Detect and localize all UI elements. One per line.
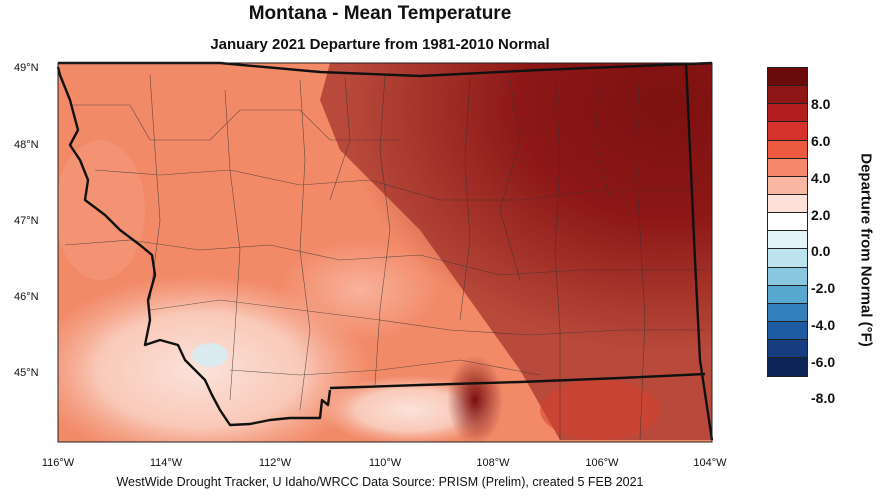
colorbar-segment (768, 321, 807, 341)
county-lines (64, 69, 705, 441)
colorbar-segment (768, 140, 807, 159)
cool-spot (192, 343, 228, 367)
lon-label-110: 110°W (368, 457, 402, 469)
lon-label-108: 108°W (476, 457, 510, 469)
lon-label-114: 114°W (149, 457, 183, 469)
map-subtitle: January 2021 Departure from 1981-2010 No… (210, 36, 550, 53)
colorbar-segment (768, 249, 807, 268)
colorbar-label-neg8: -8.0 (811, 390, 836, 406)
colorbar-label-0: 0.0 (811, 243, 831, 259)
colorbar-label-6: 6.0 (811, 133, 831, 149)
colorbar-segment (768, 213, 807, 232)
colorbar-segment (768, 194, 807, 214)
colorbar-segment (768, 158, 807, 177)
eastern-dark-region (320, 63, 712, 440)
dakota-border (684, 62, 714, 441)
lat-label-49: 49°N (14, 62, 39, 74)
map-title: Montana - Mean Temperature (248, 3, 512, 24)
colorbar-title: Departure from Normal (°F) (857, 153, 875, 347)
colorbar-label-8: 8.0 (811, 96, 831, 112)
colorbar (767, 67, 808, 378)
colorbar-segment (768, 231, 807, 250)
colorbar-segment (768, 104, 807, 123)
colorbar-segment (768, 358, 807, 377)
lat-label-46: 46°N (14, 291, 39, 303)
colorbar-segment (768, 122, 807, 141)
colorbar-label-4: 4.0 (811, 170, 831, 186)
colorbar-segment (768, 267, 807, 286)
colorbar-label-neg6: -6.0 (811, 354, 836, 370)
lat-label-48: 48°N (14, 139, 39, 151)
colorbar-segment (768, 303, 807, 322)
northwest-region (58, 140, 145, 280)
colorbar-segment (768, 176, 807, 195)
lon-label-112: 112°W (258, 457, 292, 469)
colorbar-segment (768, 285, 807, 304)
map-frame (57, 62, 713, 443)
central-cool-region (280, 240, 440, 340)
temperature-field (58, 63, 712, 442)
lon-label-116: 116°W (41, 457, 75, 469)
colorbar-segment (768, 86, 807, 105)
lat-label-45: 45°N (14, 367, 39, 379)
lat-label-47: 47°N (14, 215, 39, 227)
source-footer: WestWide Drought Tracker, U Idaho/WRCC D… (116, 475, 644, 489)
wyoming-border (329, 372, 706, 390)
colorbar-label-neg2: -2.0 (811, 280, 836, 296)
idaho-border (56, 66, 332, 427)
lon-label-104: 104°W (693, 457, 727, 469)
colorbar-segment (768, 340, 807, 359)
yellowstone-warm-spot (447, 355, 503, 442)
colorbar-label-neg4: -4.0 (811, 317, 836, 333)
colorbar-segment (768, 68, 807, 87)
lon-label-106: 106°W (585, 457, 619, 469)
colorbar-label-2: 2.0 (811, 207, 831, 223)
southeast-region (540, 380, 660, 440)
